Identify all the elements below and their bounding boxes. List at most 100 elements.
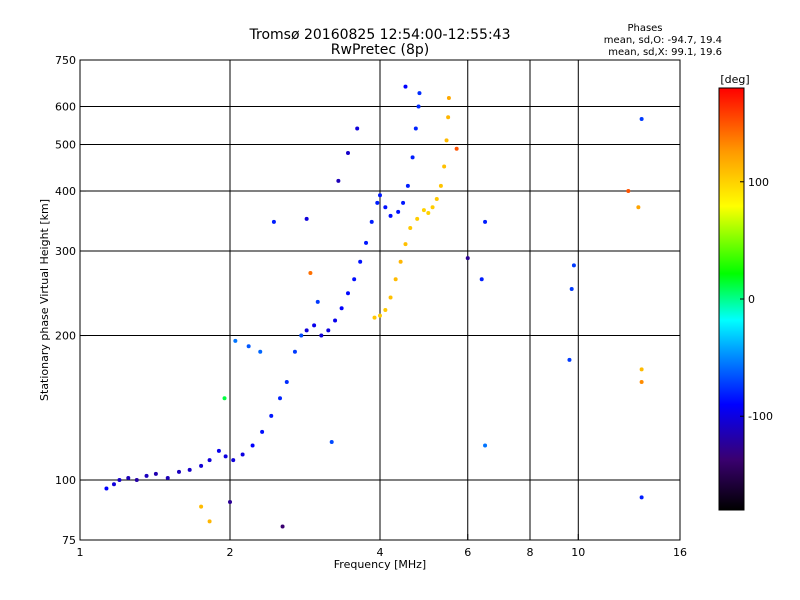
data-point [292, 349, 297, 354]
y-tick-label: 500 [55, 139, 76, 152]
data-point [199, 463, 204, 468]
data-point [369, 219, 374, 224]
data-point [408, 226, 413, 231]
data-point [228, 499, 232, 504]
data-point [299, 333, 304, 338]
colorbar-ticks: 100 0 -100 [740, 176, 773, 423]
data-point [336, 178, 341, 183]
x-tick-label: 16 [673, 546, 687, 559]
data-point [446, 115, 451, 120]
legend-x-mode: mean, sd,X: 99.1, 19.6 [608, 47, 722, 58]
data-point [421, 208, 426, 213]
data-point [639, 380, 644, 385]
data-point [416, 104, 421, 109]
data-point [639, 117, 644, 122]
data-point [383, 205, 388, 210]
data-point [165, 475, 170, 480]
data-point [176, 469, 181, 474]
data-point [278, 396, 283, 401]
data-point [446, 96, 451, 101]
data-point [410, 155, 415, 160]
x-tick-label: 2 [227, 546, 234, 559]
data-point [405, 183, 410, 188]
data-point [372, 315, 377, 320]
data-point [393, 277, 398, 282]
data-point [111, 482, 116, 487]
data-point [222, 396, 227, 401]
x-axis-ticks: 1 2 4 6 8 10 16 [77, 534, 687, 559]
data-point [304, 216, 309, 221]
data-point [223, 454, 228, 459]
data-point [479, 277, 484, 282]
data-point [569, 287, 574, 292]
data-point [396, 209, 401, 214]
data-point [401, 200, 406, 205]
y-tick-label: 75 [62, 534, 76, 547]
data-point [187, 467, 192, 472]
data-point [388, 295, 393, 300]
data-point [413, 126, 418, 131]
x-tick-label: 6 [464, 546, 471, 559]
data-point [636, 205, 641, 210]
data-point [319, 333, 324, 338]
data-point [216, 448, 221, 453]
legend-title: Phases [627, 23, 662, 34]
data-point [117, 478, 122, 483]
data-point [444, 138, 449, 143]
data-point [378, 193, 382, 198]
chart-title: Tromsø 20160825 12:54:00-12:55:43 [249, 27, 511, 43]
y-tick-label: 300 [55, 245, 76, 258]
data-point [126, 475, 131, 480]
data-point [483, 219, 488, 224]
data-point [333, 318, 338, 323]
y-tick-label: 200 [55, 330, 76, 343]
data-point [388, 213, 393, 218]
chart-subtitle: RwPretec (8p) [331, 42, 429, 58]
data-point [438, 183, 443, 188]
data-point [260, 429, 265, 434]
colorbar-tick-label: 0 [748, 293, 755, 306]
y-tick-label: 750 [55, 54, 76, 67]
data-point [426, 211, 431, 216]
data-point [231, 458, 236, 463]
x-tick-label: 1 [77, 546, 84, 559]
data-point [250, 443, 255, 448]
y-tick-label: 100 [55, 474, 76, 487]
data-point [207, 458, 212, 463]
data-point [326, 328, 331, 333]
data-point [269, 413, 274, 418]
data-point [312, 323, 317, 328]
data-point [304, 328, 309, 333]
data-point [345, 151, 350, 156]
data-points [104, 84, 644, 529]
x-tick-label: 8 [527, 546, 534, 559]
colorbar-tick-label: -100 [748, 410, 773, 423]
grid-lines [80, 60, 680, 540]
data-point [246, 344, 251, 349]
data-point [355, 126, 360, 131]
x-tick-label: 4 [377, 546, 384, 559]
data-point [430, 205, 435, 210]
data-point [403, 84, 408, 89]
data-point [104, 486, 109, 491]
data-point [284, 380, 289, 385]
data-point [308, 270, 313, 275]
data-point [345, 291, 350, 296]
data-point [315, 299, 320, 304]
data-point [442, 164, 447, 169]
data-point [199, 504, 204, 509]
colorbar-tick-label: 100 [748, 176, 769, 189]
data-point [358, 259, 363, 264]
data-point [339, 306, 344, 311]
data-point [454, 146, 459, 151]
colorbar-label: [deg] [720, 73, 749, 86]
colorbar [718, 87, 745, 511]
y-axis-label: Stationary phase Virtual Height [km] [38, 199, 51, 401]
data-point [639, 495, 644, 500]
data-point [207, 519, 212, 524]
x-axis-label: Frequency [MHz] [334, 558, 426, 571]
data-point [383, 308, 388, 313]
data-point [398, 259, 403, 264]
y-tick-label: 400 [55, 185, 76, 198]
